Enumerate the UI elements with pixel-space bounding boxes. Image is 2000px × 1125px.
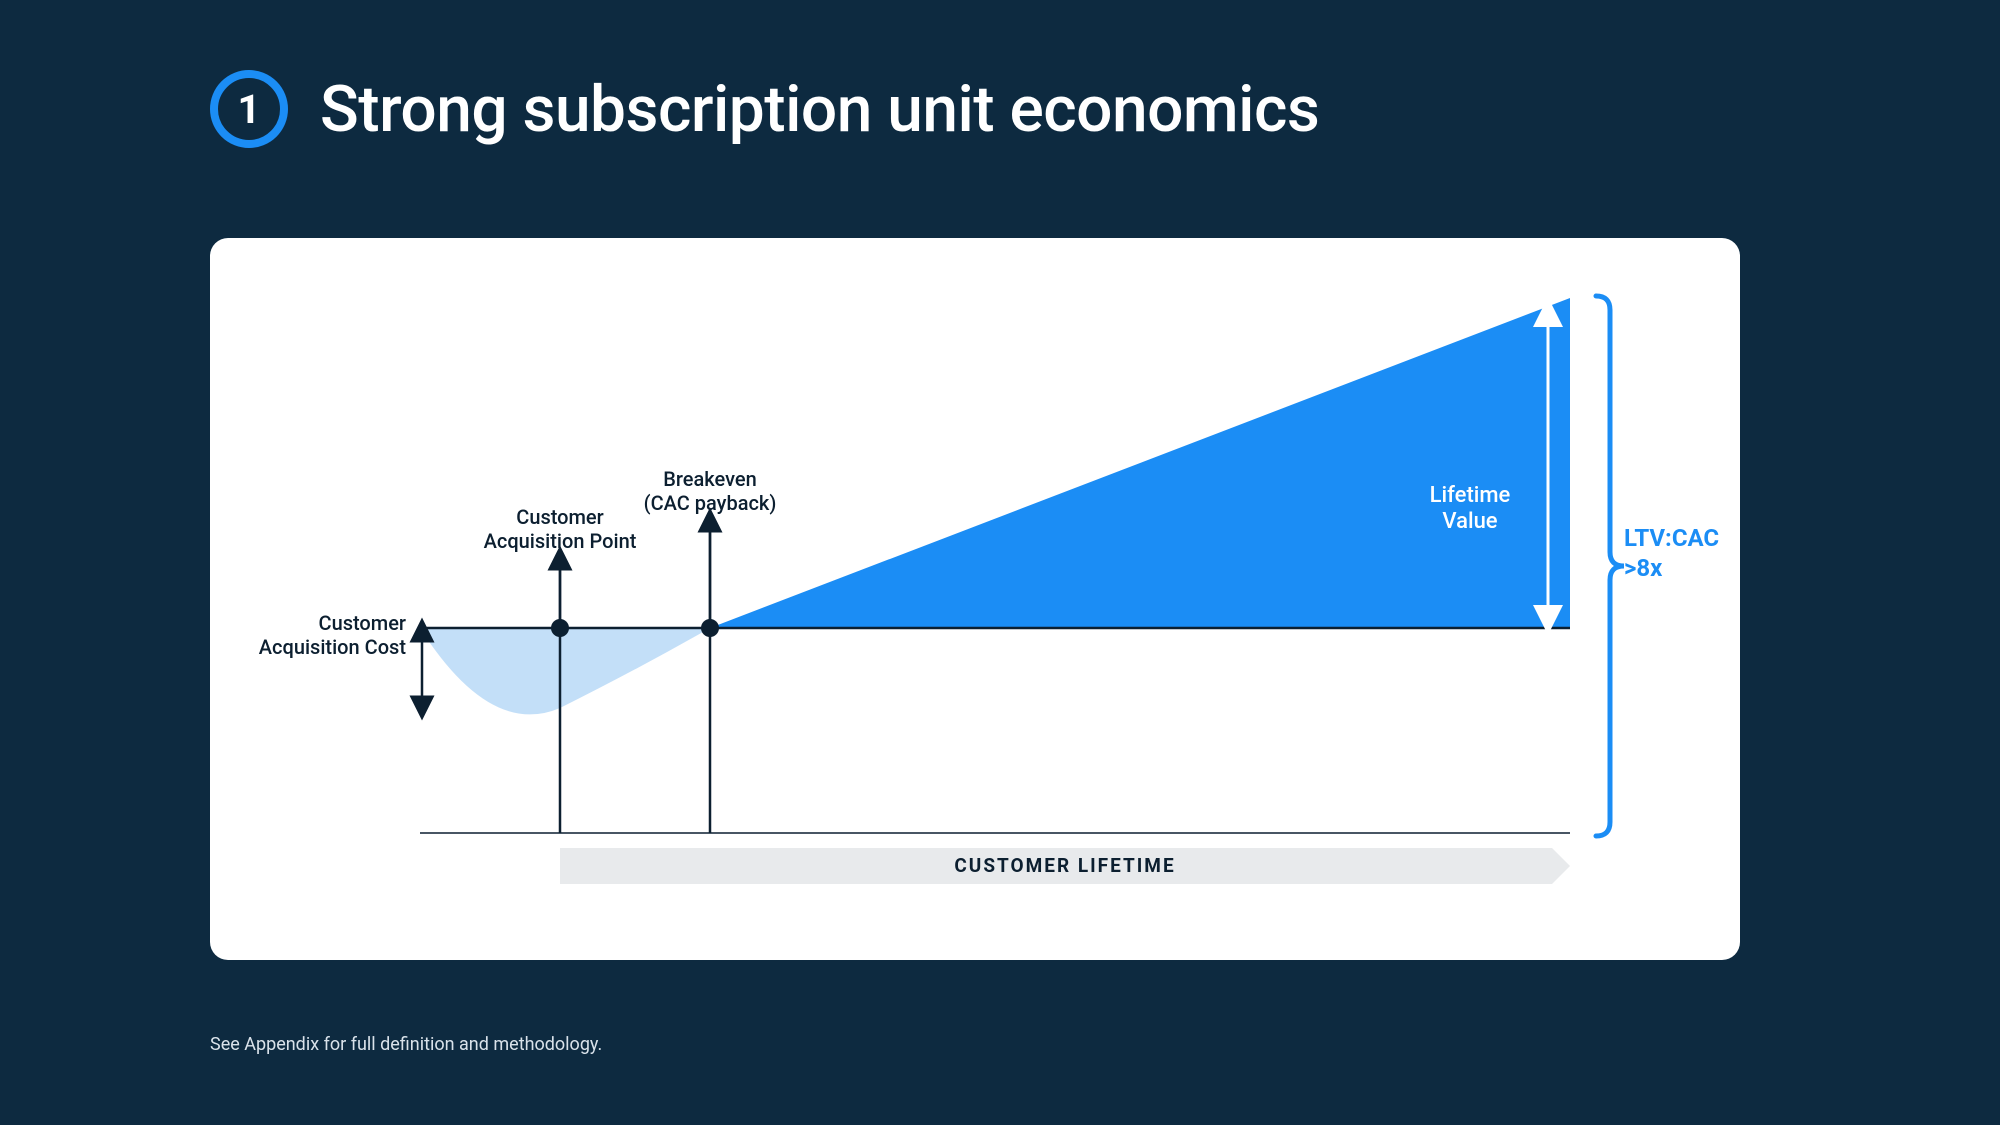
cac-label-1: Customer — [319, 611, 406, 635]
breakeven-dot — [701, 619, 719, 637]
breakeven-label-2: (CAC payback) — [644, 491, 777, 515]
acquisition-label-2: Acquisition Point — [484, 529, 637, 553]
slide-title: Strong subscription unit economics — [320, 72, 1319, 147]
acquisition-label-1: Customer — [516, 505, 603, 529]
chart-card: CustomerAcquisition CostCustomerAcquisit… — [210, 238, 1740, 960]
chart-container: CustomerAcquisition CostCustomerAcquisit… — [210, 238, 1740, 960]
ltv-cac-ratio-label-1: LTV:CAC — [1624, 524, 1719, 552]
ltv-cac-ratio-label-2: >8x — [1624, 554, 1663, 582]
customer-lifetime-label: CUSTOMER LIFETIME — [954, 854, 1175, 877]
ltv-cac-bracket — [1596, 296, 1624, 836]
cac-label-2: Acquisition Cost — [259, 635, 407, 659]
section-number-badge: 1 — [210, 70, 288, 148]
acquisition-dot — [551, 619, 569, 637]
ltv-label-2: Value — [1442, 509, 1497, 534]
ltv-triangle — [710, 298, 1570, 628]
section-number: 1 — [238, 86, 261, 133]
slide: 1 Strong subscription unit economics Cus… — [0, 0, 2000, 1125]
footnote-text: See Appendix for full definition and met… — [210, 1034, 602, 1055]
unit-economics-chart: CustomerAcquisition CostCustomerAcquisit… — [210, 238, 1740, 960]
slide-header: 1 Strong subscription unit economics — [210, 70, 1319, 148]
cac-dip-area — [420, 628, 710, 714]
ltv-label-1: Lifetime — [1430, 483, 1511, 508]
breakeven-label-1: Breakeven — [663, 467, 756, 491]
